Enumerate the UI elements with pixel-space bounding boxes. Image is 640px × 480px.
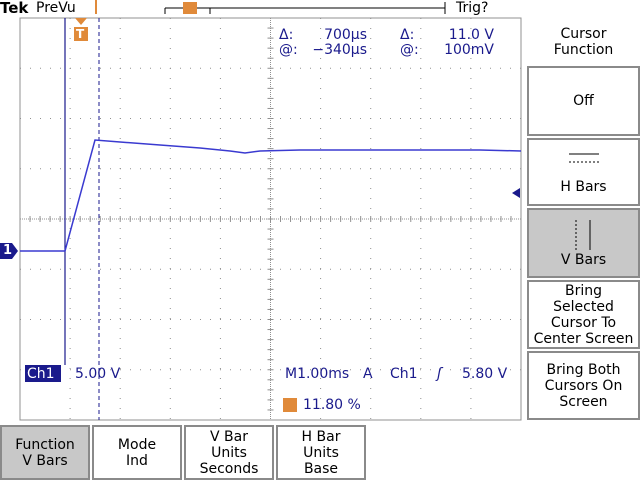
menu-label: Center Screen: [533, 330, 634, 347]
menu-label: Bring: [564, 282, 602, 299]
bottom-v-units[interactable]: V Bar Units Seconds: [184, 425, 274, 480]
menu-label: Cursor To: [550, 314, 617, 331]
ground-marker-label: 1: [3, 243, 13, 258]
bottom-mode[interactable]: Mode Ind: [92, 425, 182, 480]
trigger-mode: A: [363, 366, 373, 382]
trigger-position: 11.80 %: [303, 397, 361, 413]
side-menu-title: Cursor Function: [527, 18, 640, 66]
menu-off[interactable]: Off: [527, 66, 640, 136]
trigger-source: Ch1: [390, 366, 418, 382]
menu-label: V Bar: [210, 428, 248, 445]
trigger-pos-icon: [283, 398, 297, 412]
trigger-marker-arrow: [75, 18, 87, 25]
time-delta: 700µs: [324, 27, 367, 43]
menu-label: Ind: [126, 452, 148, 469]
timebase-scale: M1.00ms: [285, 366, 350, 382]
bottom-h-units[interactable]: H Bar Units Base: [276, 425, 366, 480]
h-bars-icon: [568, 153, 599, 163]
menu-label: Selected: [553, 298, 614, 315]
menu-label: Off: [573, 93, 594, 109]
time-delta-label: Δ:: [279, 27, 294, 43]
channel-box: [25, 365, 61, 382]
volt-pos: 100mV: [444, 42, 494, 58]
trigger-marker-label: T: [76, 27, 85, 41]
menu-label: Screen: [559, 393, 608, 410]
brand: Tek: [0, 0, 29, 17]
menu-label: Seconds: [199, 460, 259, 477]
bottom-function[interactable]: Function V Bars: [0, 425, 90, 480]
menu-both-cursors[interactable]: Bring Both Cursors On Screen: [527, 351, 640, 420]
menu-label: Cursors On: [544, 377, 623, 394]
trigger-status: Trig?: [456, 0, 489, 16]
menu-label: Base: [303, 460, 339, 477]
menu-center-cursor[interactable]: Bring Selected Cursor To Center Screen: [527, 280, 640, 349]
menu-label: Units: [211, 444, 247, 461]
waveform: [20, 139, 522, 252]
side-menu-title-line: Cursor: [560, 26, 607, 42]
volt-delta-label: Δ:: [400, 27, 415, 43]
menu-label: H Bar: [301, 428, 341, 445]
time-pos-label: @:: [279, 42, 298, 58]
trigger-level-marker: [512, 188, 520, 198]
menu-v-bars[interactable]: V Bars: [527, 208, 640, 278]
record-window: [183, 2, 197, 14]
ground-marker: [0, 243, 18, 259]
v-bars-icon: [575, 220, 590, 250]
menu-label: V Bars: [22, 452, 68, 469]
menu-h-bars[interactable]: H Bars: [527, 138, 640, 206]
channel-name: Ch1: [27, 366, 55, 382]
trigger-marker-box: [74, 27, 88, 41]
menu-label: H Bars: [560, 179, 607, 195]
menu-label: Mode: [117, 436, 157, 453]
menu-label: Bring Both: [546, 361, 621, 378]
menu-label: V Bars: [560, 252, 607, 268]
acq-status: PreVu: [36, 0, 76, 16]
side-menu-title-line: Function: [553, 42, 614, 58]
volt-delta: 11.0 V: [448, 27, 494, 43]
menu-label: Units: [303, 444, 339, 461]
trigger-level: 5.80 V: [462, 366, 508, 382]
volt-pos-label: @:: [400, 42, 419, 58]
menu-label: Function: [15, 436, 75, 453]
channel-scale: 5.00 V: [75, 366, 121, 382]
time-pos: −340µs: [312, 42, 367, 58]
trigger-slope: ʃ: [437, 366, 442, 382]
